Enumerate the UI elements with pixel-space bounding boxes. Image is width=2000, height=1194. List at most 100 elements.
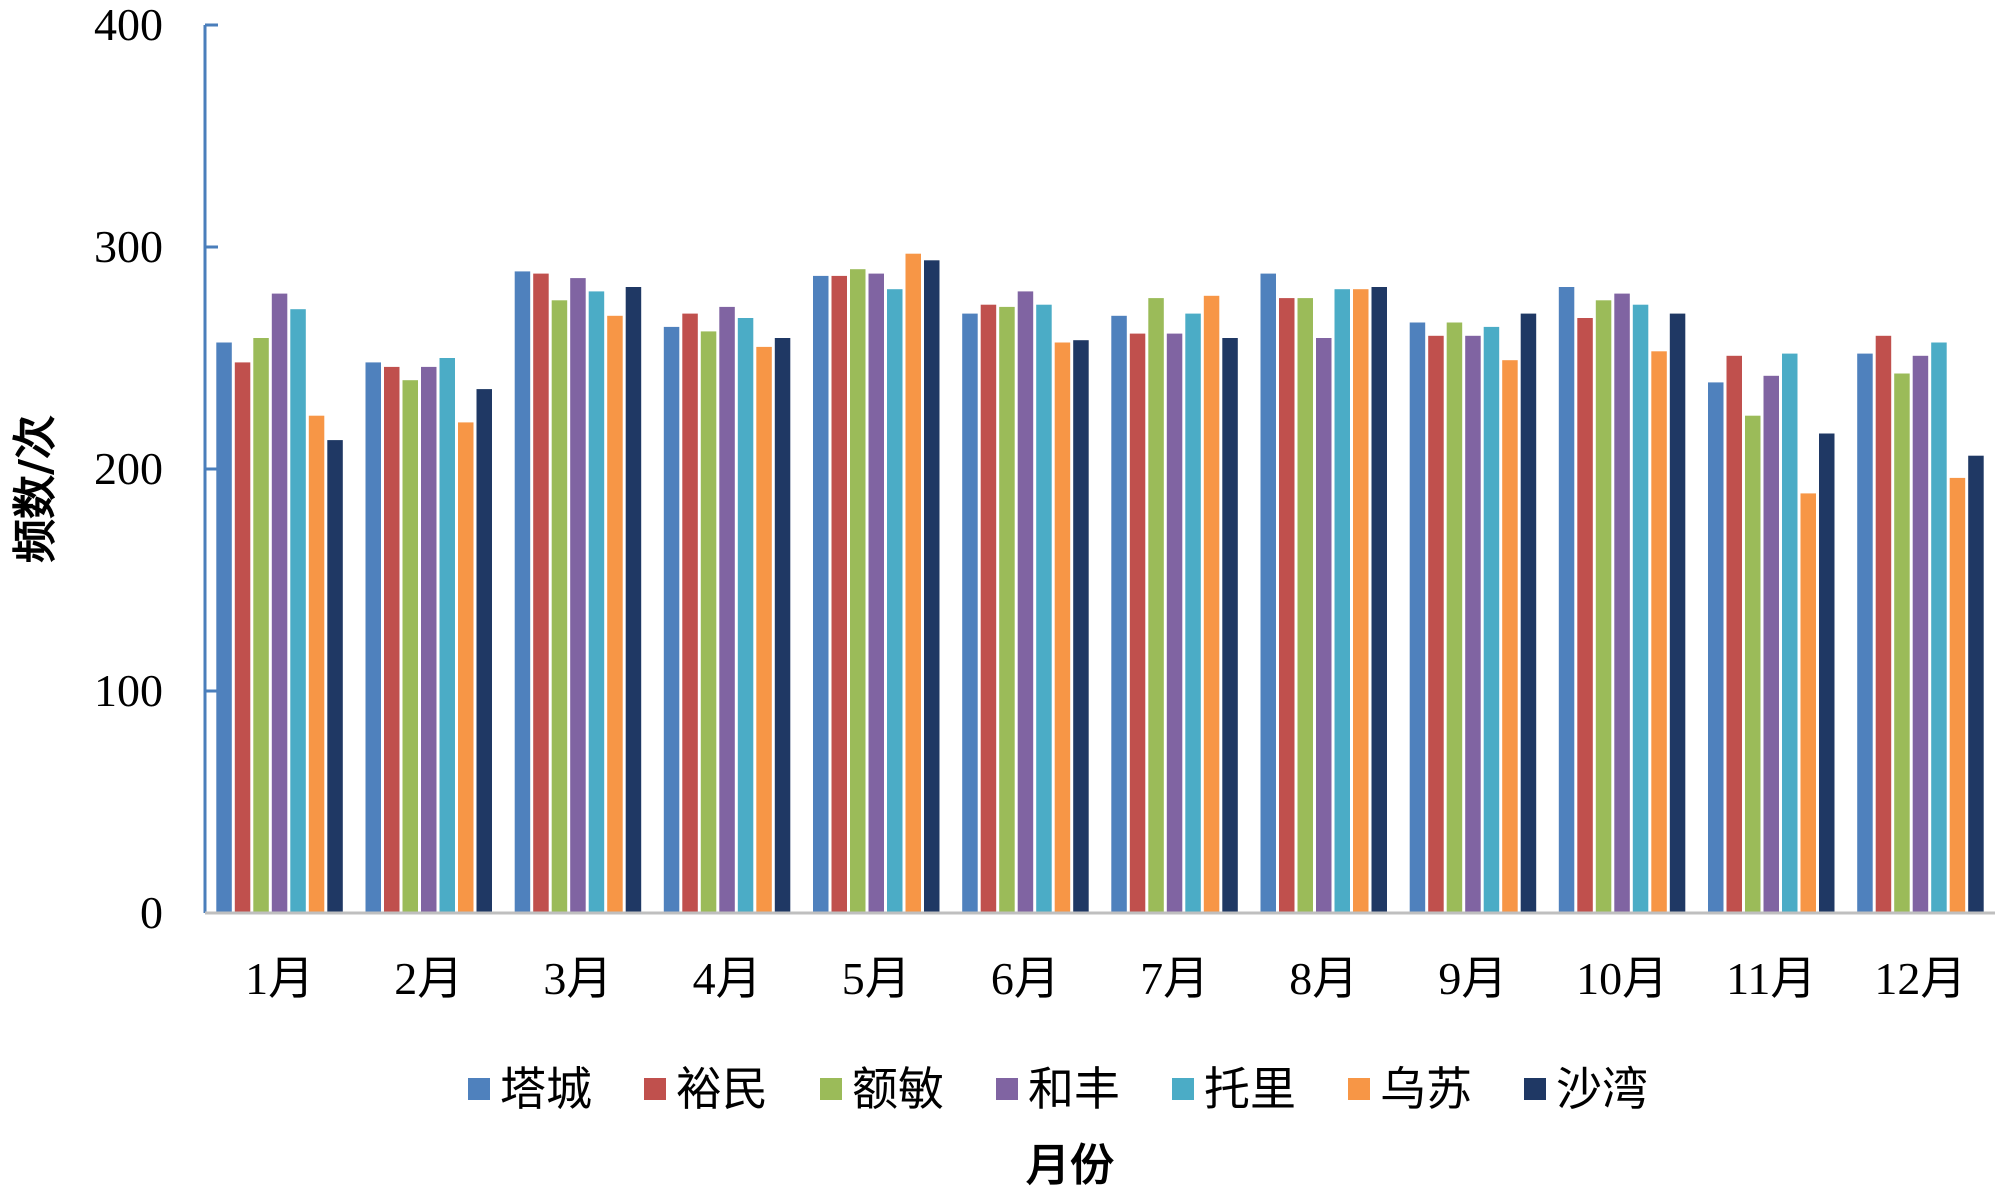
y-axis-title: 频数/次: [10, 415, 61, 563]
bar-10-6: [1651, 351, 1667, 913]
bar-8-2: [1279, 298, 1295, 914]
bar-12-5: [1931, 342, 1947, 913]
bar-5-1: [813, 275, 829, 913]
bar-5-6: [905, 253, 921, 913]
bar-11-1: [1708, 382, 1724, 913]
bar-2-6: [458, 422, 474, 913]
bar-8-7: [1371, 287, 1387, 913]
bar-3-1: [514, 271, 531, 913]
bar-5-7: [924, 260, 940, 913]
legend-swatch: [996, 1078, 1018, 1100]
bar-7-5: [1185, 313, 1201, 914]
y-tick-label: 400: [94, 0, 163, 50]
bar-3-7: [625, 287, 642, 913]
bar-4-4: [719, 306, 735, 913]
legend-swatch: [644, 1078, 666, 1100]
bar-2-7: [476, 389, 492, 914]
bar-9-3: [1446, 322, 1463, 913]
bar-12-6: [1949, 477, 1966, 913]
legend-label: 托里: [1204, 1062, 1296, 1116]
y-axis-ticks: 0 100 200 300 400: [94, 0, 218, 938]
bar-4-3: [700, 331, 717, 913]
y-tick-label: 300: [94, 221, 163, 272]
bar-7-2: [1129, 333, 1146, 914]
bar-9-2: [1428, 335, 1444, 913]
bar-9-1: [1409, 322, 1426, 913]
legend-label: 乌苏: [1380, 1062, 1472, 1116]
bar-10-3: [1595, 300, 1612, 913]
bar-9-7: [1520, 313, 1537, 914]
bar-9-6: [1502, 360, 1518, 913]
x-axis-labels: 1月 2月 3月 4月 5月 6月 7月 8月 9月 10月 11月 12月: [245, 953, 1966, 1004]
bar-1-2: [234, 362, 251, 913]
x-tick-label: 10月: [1576, 953, 1668, 1004]
bar-5-4: [868, 273, 884, 914]
bar-10-5: [1632, 304, 1649, 913]
bar-4-2: [682, 313, 698, 914]
bar-11-4: [1763, 375, 1779, 913]
bar-6-6: [1054, 342, 1071, 913]
x-tick-label: 12月: [1874, 953, 1966, 1004]
bar-7-7: [1222, 338, 1238, 913]
x-tick-label: 6月: [991, 953, 1060, 1004]
bar-6-2: [980, 304, 997, 913]
bar-12-7: [1968, 455, 1984, 913]
bar-10-4: [1614, 293, 1630, 914]
bar-8-4: [1316, 338, 1332, 913]
bar-6-4: [1017, 291, 1034, 913]
x-tick-label: 4月: [693, 953, 762, 1004]
bar-2-1: [365, 362, 381, 913]
x-tick-label: 5月: [842, 953, 911, 1004]
x-tick-label: 2月: [394, 953, 463, 1004]
bar-10-7: [1669, 313, 1686, 914]
bar-11-6: [1800, 493, 1816, 913]
legend-swatch: [820, 1078, 842, 1100]
bar-2-5: [439, 358, 455, 913]
bar-7-1: [1111, 315, 1127, 913]
x-tick-label: 9月: [1438, 953, 1507, 1004]
bar-1-5: [290, 309, 306, 913]
x-tick-label: 7月: [1140, 953, 1209, 1004]
legend-label: 裕民: [676, 1062, 768, 1116]
legend-label: 沙湾: [1556, 1062, 1648, 1116]
bar-3-2: [533, 273, 549, 914]
bar-8-6: [1353, 289, 1369, 913]
bar-12-3: [1894, 373, 1910, 913]
bar-6-7: [1073, 340, 1089, 913]
bar-12-2: [1875, 335, 1892, 913]
y-tick-label: 0: [140, 887, 163, 938]
bar-5-5: [887, 289, 903, 913]
x-tick-label: 11月: [1726, 953, 1816, 1004]
bar-7-4: [1166, 333, 1183, 914]
x-tick-label: 8月: [1289, 953, 1358, 1004]
bar-2-3: [402, 380, 418, 913]
bar-1-6: [308, 415, 325, 913]
y-tick-label: 100: [94, 665, 163, 716]
bar-8-5: [1334, 289, 1350, 913]
legend-swatch: [1172, 1078, 1194, 1100]
x-axis-title: 月份: [1026, 1140, 1114, 1191]
bar-1-3: [253, 338, 269, 913]
bar-4-5: [737, 318, 754, 913]
bar-12-1: [1857, 353, 1873, 914]
bar-3-4: [570, 278, 586, 914]
bar-1-1: [216, 342, 232, 913]
bar-7-6: [1203, 295, 1220, 913]
bars: [216, 253, 1984, 914]
y-tick-label: 200: [94, 443, 163, 494]
bar-10-2: [1577, 318, 1593, 913]
bar-7-3: [1148, 298, 1164, 914]
bar-2-4: [421, 366, 437, 913]
legend-label: 额敏: [852, 1062, 944, 1116]
bar-2-2: [384, 366, 400, 913]
bar-11-7: [1819, 433, 1835, 913]
bar-12-4: [1912, 355, 1929, 913]
bar-11-5: [1782, 353, 1798, 914]
bar-5-3: [850, 269, 866, 913]
bar-3-5: [588, 291, 605, 913]
bar-10-1: [1558, 287, 1575, 913]
legend: 塔城 裕民 额敏 和丰 托里 乌苏 沙湾: [468, 1062, 1648, 1116]
bar-3-3: [551, 300, 568, 913]
bar-6-5: [1036, 304, 1052, 913]
